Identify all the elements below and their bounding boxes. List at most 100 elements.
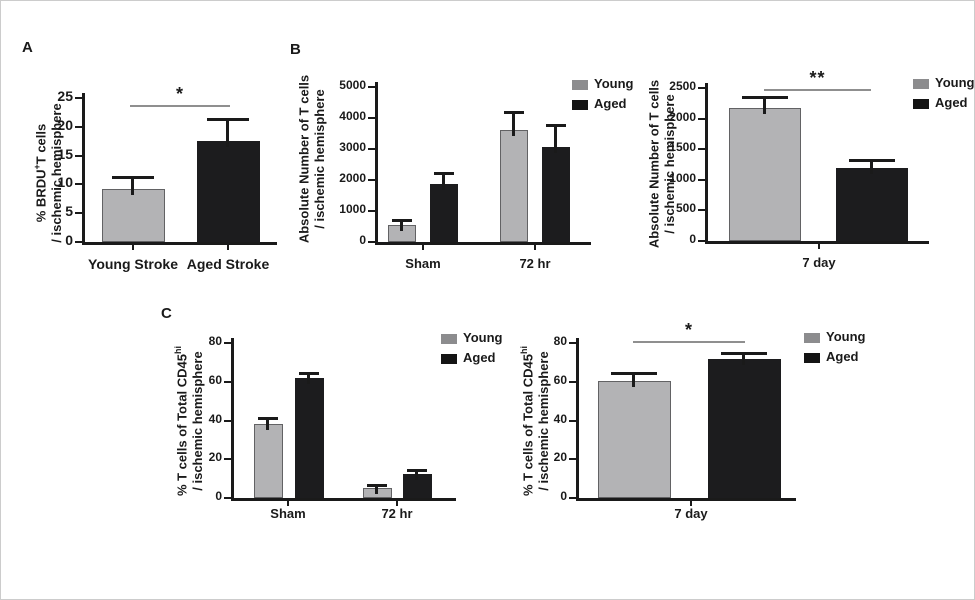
- bar: [707, 359, 781, 498]
- y-axis-tick: [698, 209, 705, 212]
- y-tick-label: 2500: [669, 79, 696, 93]
- legend-swatch: [804, 353, 820, 363]
- error-bar-cap: [258, 416, 278, 420]
- legend-label: Aged: [594, 96, 627, 111]
- x-axis-line: [375, 242, 591, 245]
- y-axis-line: [375, 82, 378, 245]
- y-tick-label: 25: [57, 88, 73, 104]
- error-bar-cap: [299, 372, 319, 376]
- y-tick-label: 10: [57, 174, 73, 191]
- panel-label-a: A: [22, 39, 33, 56]
- y-axis-tick: [368, 148, 375, 150]
- bar: [294, 377, 324, 498]
- y-axis-tick: [75, 241, 82, 243]
- bar: [430, 184, 458, 242]
- error-bar-cap: [849, 158, 895, 162]
- error-bar-stem: [512, 112, 515, 137]
- y-axis-tick: [368, 210, 375, 212]
- y-axis-line: [231, 338, 234, 501]
- y-tick-label: 0: [359, 233, 366, 247]
- y-axis-tick: [698, 117, 705, 120]
- y-axis-tick: [569, 342, 576, 344]
- y-tick-label: 1000: [669, 170, 696, 185]
- legend-label: Young: [826, 329, 866, 344]
- y-axis-tick: [698, 178, 705, 181]
- y-axis-tick: [224, 380, 231, 383]
- legend-swatch: [913, 79, 929, 89]
- error-bar-stem: [400, 219, 403, 231]
- y-tick-label: 2000: [669, 109, 696, 124]
- x-axis-tick: [287, 501, 289, 506]
- x-group-label: Young Stroke: [88, 256, 178, 272]
- panel-label-c: C: [161, 305, 172, 322]
- y-axis-tick: [698, 148, 705, 151]
- legend-label: Aged: [935, 95, 968, 110]
- y-axis-tick: [569, 458, 576, 461]
- x-axis-line: [231, 498, 456, 501]
- error-bar-stem: [632, 373, 635, 387]
- error-bar-cap: [611, 372, 657, 376]
- y-axis-tick: [224, 458, 231, 461]
- y-tick-label: 15: [57, 145, 73, 162]
- legend-label: Young: [935, 75, 975, 90]
- x-axis-line: [82, 242, 277, 245]
- y-tick-label: 80: [208, 334, 222, 348]
- y-tick-label: 80: [553, 334, 567, 348]
- y-tick-label: 0: [560, 489, 567, 503]
- legend-swatch: [441, 334, 457, 344]
- y-axis-tick: [75, 183, 82, 186]
- x-axis-line: [576, 498, 796, 501]
- legend-swatch: [441, 354, 457, 364]
- y-tick-label: 40: [208, 411, 222, 426]
- y-axis-line: [82, 93, 85, 245]
- legend-swatch: [913, 99, 929, 109]
- y-axis-tick: [224, 419, 231, 422]
- error-bar-stem: [375, 485, 378, 495]
- error-bar-stem: [266, 417, 269, 431]
- legend-label: Young: [463, 330, 503, 345]
- y-axis-tick: [569, 419, 576, 422]
- significance-line: [633, 341, 745, 343]
- significance-line: [764, 89, 871, 91]
- error-bar-stem: [442, 173, 445, 191]
- significance-line: [130, 105, 230, 107]
- legend-label: Young: [594, 76, 634, 91]
- x-axis-tick: [396, 501, 398, 506]
- y-axis-tick: [368, 86, 375, 88]
- error-bar-cap: [392, 218, 412, 222]
- legend-label: Aged: [463, 350, 496, 365]
- error-bar-cap: [434, 172, 454, 176]
- y-tick-label: 0: [689, 232, 696, 246]
- x-axis-tick: [690, 501, 692, 506]
- error-bar-cap: [112, 176, 154, 180]
- error-bar-cap: [367, 484, 387, 488]
- x-group-label: Sham: [270, 506, 306, 521]
- y-tick-label: 60: [553, 372, 567, 387]
- bar: [500, 130, 528, 242]
- y-tick-label: 500: [675, 201, 696, 216]
- legend-swatch: [572, 100, 588, 110]
- bar: [542, 147, 570, 242]
- bar: [836, 168, 908, 241]
- y-axis-line: [576, 338, 579, 501]
- y-axis-tick: [224, 497, 231, 499]
- y-axis-tick: [75, 125, 82, 128]
- y-axis-tick: [569, 380, 576, 383]
- y-axis-tick: [75, 97, 82, 99]
- x-group-label: Sham: [405, 256, 441, 271]
- y-axis-tick: [224, 342, 231, 344]
- significance-stars: *: [175, 84, 184, 104]
- y-tick-label: 40: [553, 411, 567, 426]
- error-bar-cap: [721, 351, 767, 355]
- x-axis-tick: [534, 245, 536, 250]
- legend-swatch: [572, 80, 588, 90]
- x-axis-line: [705, 241, 929, 244]
- y-axis-tick: [698, 240, 705, 242]
- error-bar-stem: [307, 373, 310, 384]
- error-bar-stem: [131, 177, 134, 195]
- error-bar-stem: [226, 119, 229, 147]
- significance-stars: **: [809, 68, 826, 88]
- x-axis-tick: [132, 245, 134, 250]
- y-tick-label: 20: [553, 450, 567, 465]
- x-group-label: 72 hr: [519, 256, 551, 271]
